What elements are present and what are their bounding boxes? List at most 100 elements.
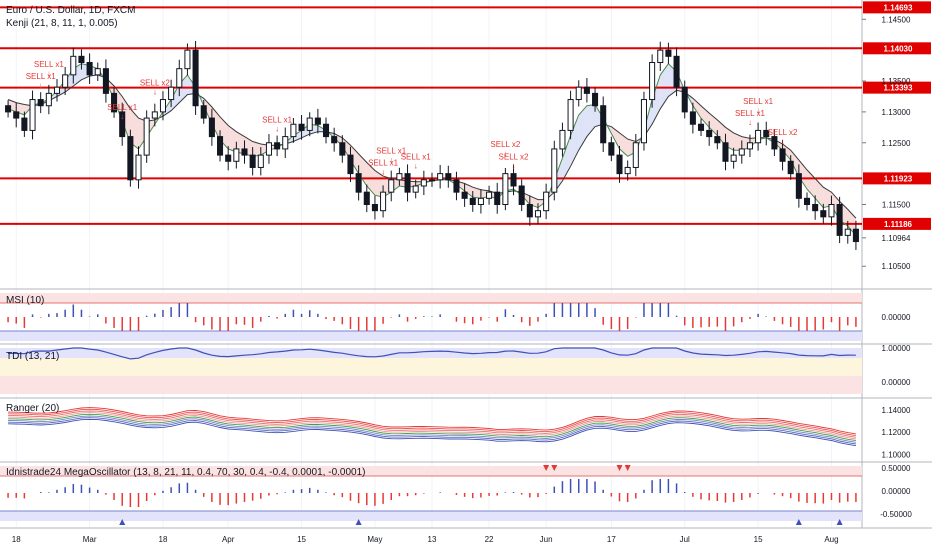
candle[interactable] [331,136,338,144]
candle[interactable] [208,117,215,138]
candle[interactable] [78,55,85,64]
candle[interactable] [738,148,745,156]
candle[interactable] [518,185,525,206]
candle[interactable] [168,86,175,101]
ranger-line-6[interactable] [8,417,856,445]
ranger-line-2[interactable] [8,410,856,438]
candle[interactable] [665,49,672,57]
candle[interactable] [706,129,713,138]
candle[interactable] [135,154,142,181]
candle[interactable] [812,204,819,212]
sell-signal[interactable]: SELL x1 [26,72,56,81]
candle[interactable] [192,49,199,107]
candle[interactable] [29,99,36,131]
candle[interactable] [755,129,762,144]
candle[interactable] [763,129,770,138]
candle[interactable] [339,142,346,156]
candle[interactable] [86,62,93,76]
candle[interactable] [477,197,484,206]
candle[interactable] [494,191,501,206]
candle[interactable] [746,142,753,150]
candle[interactable] [233,148,240,162]
candle[interactable] [453,179,460,193]
candle[interactable] [583,86,590,94]
candle[interactable] [543,191,550,212]
candle[interactable] [502,173,509,206]
candle[interactable] [355,173,362,193]
candle[interactable] [225,154,232,162]
candle[interactable] [624,166,631,175]
candle[interactable] [820,210,827,218]
ranger-line-1[interactable] [8,408,856,437]
candle[interactable] [559,129,566,150]
candle[interactable] [396,173,403,181]
candle[interactable] [828,204,835,218]
candle[interactable] [306,117,313,131]
sell-signal[interactable]: SELL x2 [140,78,170,87]
candle[interactable] [852,228,859,243]
sell-signal[interactable]: SELL x1 [107,103,137,112]
candle[interactable] [290,123,297,138]
candle[interactable] [62,74,69,88]
candle[interactable] [787,160,794,175]
candle[interactable] [184,49,191,70]
candle[interactable] [526,204,533,218]
candle[interactable] [445,173,452,181]
candle[interactable] [21,117,28,131]
candle[interactable] [111,92,118,113]
candle[interactable] [461,191,468,199]
candle[interactable] [657,49,664,64]
candle[interactable] [94,68,101,76]
sell-signal[interactable]: SELL x1 [743,97,773,106]
sell-signal[interactable]: SELL x1 [401,152,431,161]
candle[interactable] [803,197,811,206]
candle[interactable] [119,111,126,138]
candle[interactable] [363,191,370,206]
candle[interactable] [257,154,264,168]
candle[interactable] [37,99,44,107]
candle[interactable] [534,210,542,218]
candle[interactable] [698,123,705,131]
candle[interactable] [632,142,639,168]
candle[interactable] [217,136,224,156]
candle[interactable] [779,148,786,162]
candle[interactable] [404,173,411,193]
candle[interactable] [730,154,737,162]
candle[interactable] [249,154,256,168]
candle[interactable] [649,62,656,101]
sell-signal[interactable]: SELL x1 [735,109,765,118]
candle[interactable] [241,148,248,156]
sell-signal[interactable]: SELL x1 [368,159,398,168]
candle[interactable] [428,179,436,182]
ranger-line-0[interactable] [8,407,856,435]
candle[interactable] [469,197,476,206]
sell-signal[interactable]: SELL x1 [34,60,64,69]
candle[interactable] [681,86,688,113]
candle[interactable] [151,111,158,119]
candle[interactable] [836,204,843,236]
candle[interactable] [298,123,305,131]
candle[interactable] [70,55,77,76]
candle[interactable] [380,191,387,212]
candle[interactable] [265,142,272,156]
ranger-line-5[interactable] [8,415,856,443]
candle[interactable] [600,105,607,144]
candle[interactable] [412,185,419,193]
candle[interactable] [282,136,289,150]
candle[interactable] [53,86,61,94]
candle[interactable] [486,191,493,199]
candle[interactable] [13,111,20,119]
ranger-line-7[interactable] [8,418,856,447]
candle[interactable] [176,68,183,88]
sell-signal[interactable]: SELL x1 [376,146,406,155]
candle[interactable] [844,228,851,236]
candle[interactable] [575,86,582,101]
candle[interactable] [388,179,395,193]
candle[interactable] [510,173,517,187]
indicator-plots[interactable] [0,293,862,525]
candle[interactable] [45,92,52,107]
price-plot[interactable]: SELL x1↓SELL x1↓SELL x1↓SELL x2↓SELL x1↓… [0,6,862,250]
candle[interactable] [714,136,721,144]
candle[interactable] [795,173,802,199]
